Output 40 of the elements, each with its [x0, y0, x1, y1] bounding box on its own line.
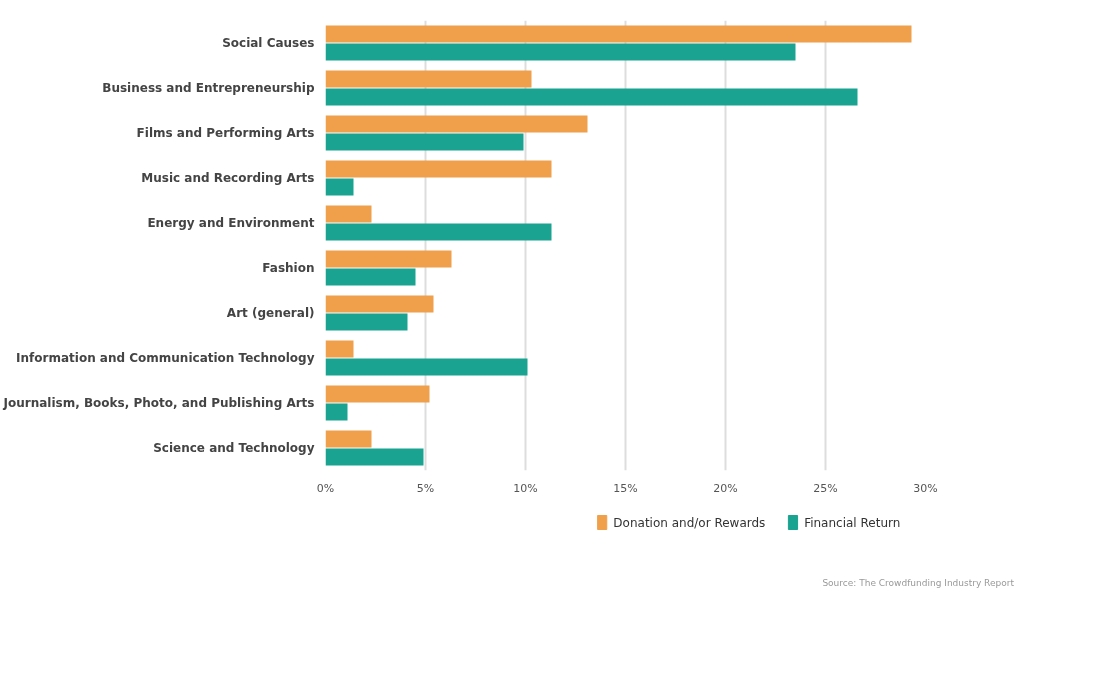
bar [325, 25, 912, 43]
bar [325, 160, 552, 178]
source-note: Source: The Crowdfunding Industry Report [822, 577, 1015, 588]
bar [325, 250, 452, 268]
bar [325, 70, 532, 88]
bar [325, 88, 858, 106]
bar [325, 430, 372, 448]
bar [325, 115, 588, 133]
bar [325, 223, 552, 241]
legend-label: Donation and/or Rewards [613, 515, 766, 530]
bar [325, 178, 354, 196]
bar [325, 205, 372, 223]
y-tick-label: Journalism, Books, Photo, and Publishing Arts [2, 396, 315, 410]
bar [325, 295, 434, 313]
bar [325, 313, 408, 331]
bar [325, 385, 430, 403]
x-tick-label: 0% [316, 481, 335, 495]
legend-label: Financial Return [804, 515, 901, 530]
bar [325, 133, 524, 151]
y-tick-label: Science and Technology [153, 441, 315, 455]
x-tick-label: 20% [713, 481, 738, 495]
x-tick-label: 30% [913, 481, 938, 495]
x-tick-label: 15% [613, 481, 638, 495]
y-tick-label: Art (general) [226, 306, 315, 320]
bar [325, 340, 354, 358]
y-tick-label: Energy and Environment [147, 216, 315, 230]
bar [325, 268, 416, 286]
bar [325, 358, 528, 376]
bar [325, 448, 424, 466]
y-tick-label: Films and Performing Arts [136, 126, 315, 140]
y-tick-label: Fashion [262, 261, 315, 275]
x-tick-label: 25% [813, 481, 838, 495]
x-tick-label: 5% [416, 481, 435, 495]
y-tick-label: Information and Communication Technology [16, 351, 315, 365]
bar [325, 43, 796, 61]
bar [325, 403, 348, 421]
x-tick-label: 10% [513, 481, 538, 495]
y-tick-label: Music and Recording Arts [141, 171, 315, 185]
y-tick-label: Business and Entrepreneurship [102, 81, 315, 95]
y-tick-label: Social Causes [222, 36, 315, 50]
